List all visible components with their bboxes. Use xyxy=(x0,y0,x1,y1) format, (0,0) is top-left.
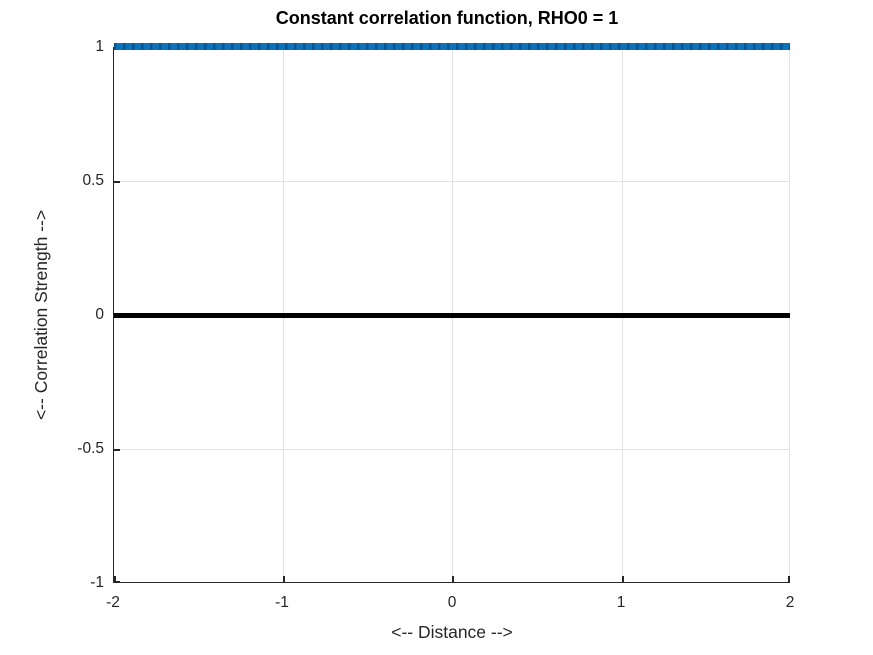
plot-area xyxy=(113,43,790,583)
x-axis-label: <-- Distance --> xyxy=(391,622,513,642)
gridline-y-0p5 xyxy=(114,181,790,182)
gridline-y-neg0p5 xyxy=(114,449,790,450)
chart-title: Constant correlation function, RHO0 = 1 xyxy=(275,8,619,28)
xtick-mark-0 xyxy=(452,576,454,582)
series-zero-reference-line xyxy=(114,312,790,318)
xtick-label-1: 1 xyxy=(616,594,626,611)
ytick-label-neg1: -1 xyxy=(90,574,104,591)
ytick-mark-neg0p5 xyxy=(114,449,120,451)
ytick-label-1: 1 xyxy=(95,38,104,55)
y-axis-label: <-- Correlation Strength --> xyxy=(31,209,51,421)
series-constant-correlation-line xyxy=(114,43,790,50)
ytick-mark-neg1 xyxy=(114,581,120,583)
xtick-label-0: 0 xyxy=(447,594,457,611)
xtick-mark-neg1 xyxy=(283,576,285,582)
xtick-mark-neg2 xyxy=(114,576,116,582)
ytick-label-0p5: 0.5 xyxy=(82,172,104,189)
xtick-mark-2 xyxy=(788,576,790,582)
xtick-label-neg1: -1 xyxy=(275,594,289,611)
xtick-label-neg2: -2 xyxy=(106,594,120,611)
ytick-mark-0p5 xyxy=(114,181,120,183)
ytick-label-0: 0 xyxy=(95,306,104,323)
xtick-mark-1 xyxy=(622,576,624,582)
xtick-label-2: 2 xyxy=(785,594,795,611)
ytick-label-neg0p5: -0.5 xyxy=(77,440,104,457)
